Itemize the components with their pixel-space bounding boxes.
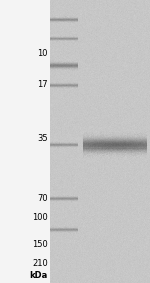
- Text: 100: 100: [32, 213, 48, 222]
- Text: 17: 17: [37, 80, 48, 89]
- Text: kDa: kDa: [30, 271, 48, 280]
- Text: 10: 10: [38, 49, 48, 58]
- Text: 35: 35: [37, 134, 48, 143]
- Text: 150: 150: [32, 240, 48, 249]
- Text: 210: 210: [32, 259, 48, 268]
- Text: 70: 70: [37, 194, 48, 203]
